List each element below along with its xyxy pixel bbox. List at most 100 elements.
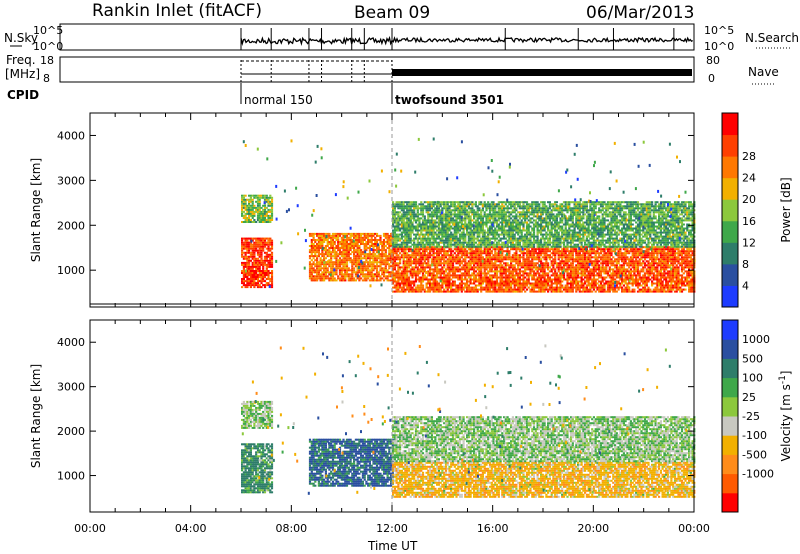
echo-pixel xyxy=(258,200,261,203)
echo-pixel xyxy=(270,278,274,280)
echo-pixel xyxy=(571,266,574,269)
echo-pixel xyxy=(577,272,580,275)
echo-pixel xyxy=(260,286,263,289)
echo-pixel xyxy=(321,273,324,276)
echo-pixel xyxy=(561,290,564,293)
echo-pixel xyxy=(617,272,620,275)
echo-pixel xyxy=(365,236,368,239)
echo-pixel xyxy=(483,262,486,265)
echo-pixel xyxy=(621,258,624,261)
echo-pixel xyxy=(612,280,615,283)
echo-pixel xyxy=(494,264,497,267)
echo-pixel xyxy=(458,284,462,287)
echo-pixel xyxy=(531,286,534,289)
echo-pixel xyxy=(255,196,258,199)
echo-pixel xyxy=(256,253,260,256)
echo-pixel xyxy=(439,262,442,265)
echo-pixel xyxy=(450,262,453,265)
echo-pixel xyxy=(684,254,687,257)
echo-pixel xyxy=(557,276,560,279)
nsearch-label: N.Search xyxy=(745,31,799,45)
echo-pixel xyxy=(536,284,539,287)
echo-pixel xyxy=(555,250,558,253)
echo-pixel xyxy=(635,278,638,281)
echo-pixel xyxy=(409,288,412,291)
echo-pixel xyxy=(497,276,500,279)
echo-pixel xyxy=(520,270,523,273)
echo-pixel xyxy=(382,249,386,252)
echo-pixel xyxy=(633,250,636,253)
echo-pixel xyxy=(407,290,411,293)
echo-pixel xyxy=(566,280,569,283)
echo-pixel xyxy=(494,262,497,265)
echo-pixel xyxy=(631,262,634,265)
echo-pixel xyxy=(485,256,488,259)
echo-pixel xyxy=(547,266,550,269)
echo-pixel xyxy=(504,290,507,293)
echo-pixel xyxy=(436,264,439,267)
echo-pixel xyxy=(402,268,405,271)
echo-pixel xyxy=(448,286,451,289)
echo-pixel xyxy=(249,272,252,274)
echo-pixel xyxy=(423,248,426,251)
echo-pixel xyxy=(391,236,394,239)
echo-pixel xyxy=(241,198,244,201)
echo-pixel xyxy=(580,278,583,281)
echo-pixel xyxy=(246,278,249,280)
echo-pixel xyxy=(568,264,571,267)
echo-pixel xyxy=(407,254,411,257)
echo-pixel xyxy=(354,239,357,241)
echo-pixel xyxy=(589,258,592,261)
echo-pixel xyxy=(458,258,462,261)
echo-pixel xyxy=(504,276,507,279)
echo-pixel xyxy=(605,290,608,293)
echo-pixel xyxy=(603,288,606,291)
echo-pixel xyxy=(344,232,347,235)
echo-pixel xyxy=(499,262,502,265)
echo-pixel xyxy=(547,274,550,277)
echo-pixel xyxy=(407,256,411,259)
echo-pixel xyxy=(349,245,352,247)
echo-pixel xyxy=(511,254,514,257)
echo-pixel xyxy=(531,248,534,251)
echo-pixel xyxy=(393,225,396,228)
echo-pixel xyxy=(615,274,618,277)
echo-pixel xyxy=(659,248,662,251)
echo-pixel xyxy=(260,194,263,197)
echo-pixel xyxy=(571,268,574,271)
echo-pixel xyxy=(432,288,435,291)
echo-pixel xyxy=(458,276,462,279)
echo-pixel xyxy=(375,241,379,243)
echo-pixel xyxy=(321,245,324,247)
echo-pixel xyxy=(522,250,525,253)
echo-pixel xyxy=(536,272,539,275)
echo-pixel xyxy=(391,271,394,274)
echo-pixel xyxy=(356,269,359,272)
echo-pixel xyxy=(665,258,668,261)
echo-pixel xyxy=(395,243,398,246)
echo-pixel xyxy=(517,290,520,293)
echo-pixel xyxy=(471,250,474,253)
echo-pixel xyxy=(647,290,650,293)
echo-pixel xyxy=(314,239,317,241)
echo-pixel xyxy=(501,250,504,253)
echo-pixel xyxy=(246,208,249,211)
echo-pixel xyxy=(513,282,516,285)
echo-pixel xyxy=(518,250,521,253)
echo-pixel xyxy=(450,284,453,287)
echo-pixel xyxy=(534,258,537,261)
echo-pixel xyxy=(494,248,497,251)
echo-pixel xyxy=(656,256,659,259)
echo-pixel xyxy=(605,276,608,279)
echo-pixel xyxy=(448,284,451,287)
echo-pixel xyxy=(520,284,523,287)
echo-pixel xyxy=(517,254,520,257)
echo-pixel xyxy=(269,214,272,217)
echo-pixel xyxy=(466,284,469,287)
echo-pixel xyxy=(400,266,403,269)
echo-pixel xyxy=(508,266,511,269)
echo-pixel xyxy=(682,282,685,285)
echo-pixel xyxy=(386,236,389,239)
echo-pixel xyxy=(317,241,320,243)
echo-pixel xyxy=(430,248,433,251)
